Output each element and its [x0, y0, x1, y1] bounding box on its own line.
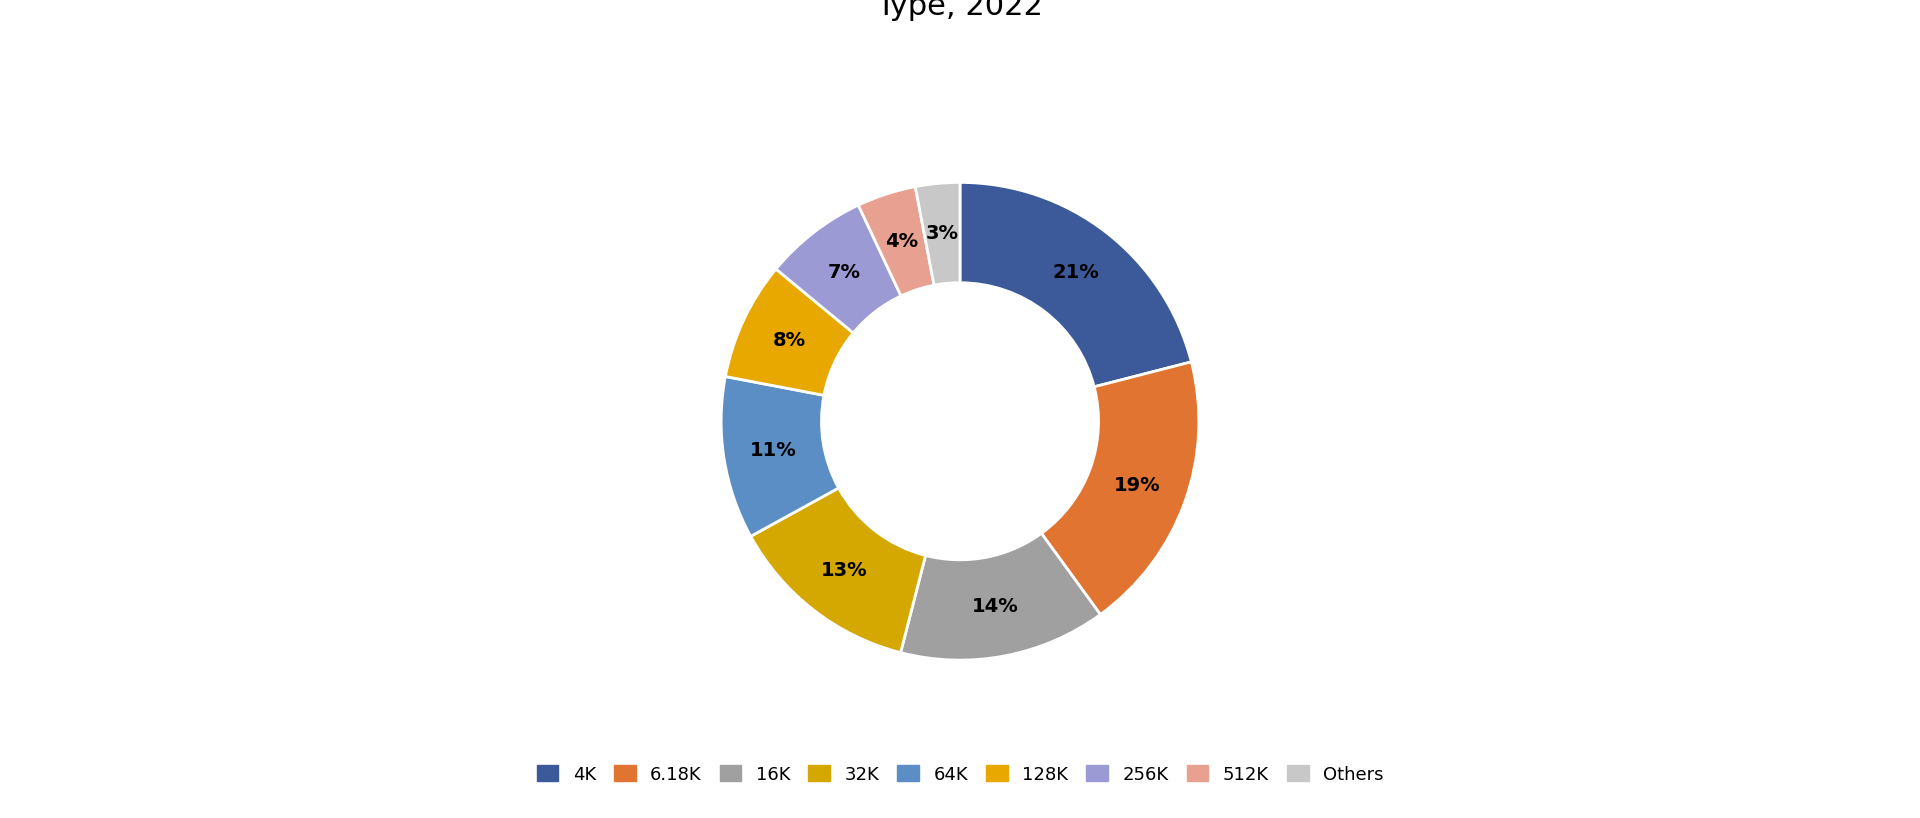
Text: 21%: 21%: [1052, 263, 1098, 281]
Text: 3%: 3%: [925, 224, 958, 243]
Text: 13%: 13%: [822, 561, 868, 580]
Text: 8%: 8%: [772, 331, 806, 350]
Wedge shape: [776, 205, 900, 333]
Wedge shape: [858, 187, 933, 296]
Wedge shape: [900, 533, 1100, 660]
Title: Ferroelectric Random Access Memory Market, by
Type, 2022: Ferroelectric Random Access Memory Marke…: [588, 0, 1332, 21]
Text: 11%: 11%: [751, 441, 797, 461]
Wedge shape: [1041, 362, 1198, 614]
Wedge shape: [722, 376, 839, 537]
Wedge shape: [960, 182, 1190, 387]
Text: 7%: 7%: [828, 263, 860, 281]
Legend: 4K, 6.18K, 16K, 32K, 64K, 128K, 256K, 512K, Others: 4K, 6.18K, 16K, 32K, 64K, 128K, 256K, 51…: [528, 757, 1392, 793]
Text: 19%: 19%: [1114, 476, 1162, 495]
Text: 4%: 4%: [885, 232, 918, 251]
Wedge shape: [726, 269, 852, 395]
Text: 14%: 14%: [972, 597, 1020, 616]
Wedge shape: [751, 488, 925, 653]
Wedge shape: [916, 182, 960, 285]
